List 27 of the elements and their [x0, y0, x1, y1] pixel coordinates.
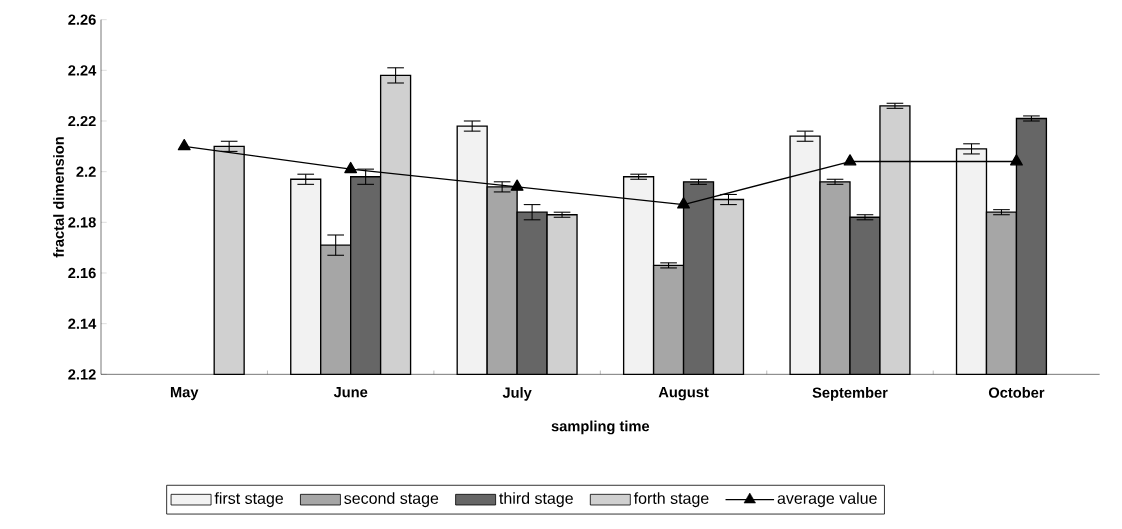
legend-label: first stage: [214, 492, 284, 508]
legend-label: third stage: [499, 492, 573, 508]
x-tick-label: July: [502, 387, 532, 401]
y-tick-label: 2.18: [68, 217, 96, 228]
x-tick-label: May: [170, 387, 199, 401]
legend-label: forth stage: [633, 492, 709, 508]
y-tick-label: 2.24: [68, 65, 97, 76]
point: [843, 154, 857, 166]
point: [677, 197, 690, 209]
point: [510, 179, 524, 191]
legend-label: average value: [777, 492, 877, 508]
y-tick-label: 2.22: [68, 115, 96, 127]
y-tick-label: 2.16: [68, 267, 96, 279]
y-tick-label: 2.2: [76, 166, 96, 177]
y-axis-title: fractal dimension: [53, 137, 64, 258]
point: [344, 161, 358, 174]
point: [177, 139, 191, 151]
legend-label: second stage: [344, 492, 439, 508]
point: [1010, 154, 1023, 166]
y-tick-label: 2.14: [68, 318, 97, 329]
x-tick-label: October: [988, 387, 1045, 398]
x-tick-label: June: [333, 387, 368, 398]
x-tick-label: August: [658, 387, 709, 401]
x-axis-title: sampling time: [551, 420, 650, 435]
y-tick-label: 2.26: [68, 14, 96, 25]
y-tick-label: 2.12: [68, 369, 96, 380]
x-tick-label: September: [812, 387, 888, 401]
